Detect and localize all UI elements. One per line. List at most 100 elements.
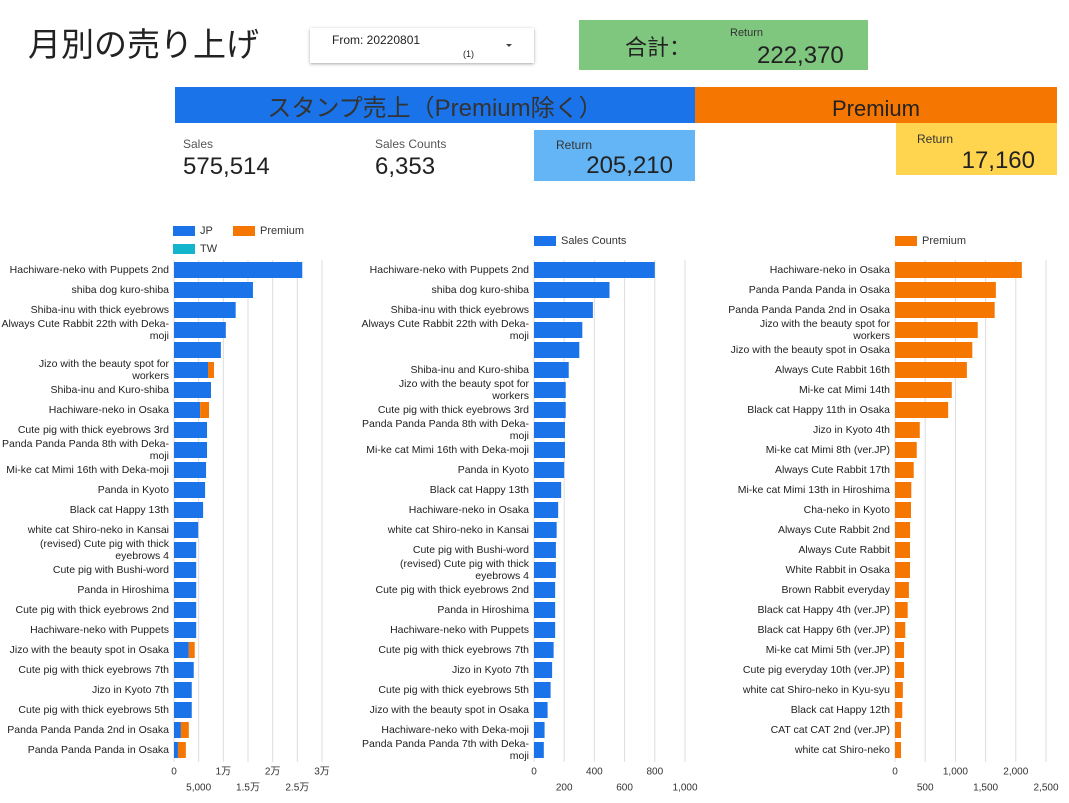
bar [534, 522, 557, 538]
page-title: 月別の売り上げ [28, 26, 259, 63]
legend-label: Premium [260, 225, 304, 237]
category-label: Cute pig with thick eyebrows 7th [18, 664, 169, 676]
category-label: Panda in Hiroshima [437, 604, 529, 616]
x-tick-label: 2,500 [1033, 783, 1058, 794]
scorecard-value: 17,160 [961, 147, 1035, 174]
bar [895, 642, 905, 658]
category-label: Mi-ke cat Mimi 13th in Hiroshima [737, 484, 890, 496]
section-header: スタンプ売上（Premium除く） [175, 87, 695, 123]
bar [895, 302, 995, 318]
bar [174, 562, 197, 578]
x-tick-label: 600 [616, 783, 633, 794]
bar [895, 522, 911, 538]
category-label: Shiba-inu and Kuro-shiba [410, 364, 530, 376]
x-tick-label: 200 [556, 783, 573, 794]
legend-swatch [895, 236, 917, 246]
x-tick-label: 0 [892, 767, 898, 778]
category-label: Black cat Happy 13th [69, 504, 169, 516]
category-label: Jizo with the beauty spot in Osaka [9, 644, 169, 656]
bar [895, 262, 1022, 278]
filter-count: (1) [463, 49, 474, 59]
x-tick-label: 2,000 [1003, 767, 1028, 778]
bar [534, 622, 556, 638]
total-value: 222,370 [757, 42, 844, 69]
category-label: Hachiware-neko with Puppets [390, 624, 529, 636]
bar [174, 322, 226, 338]
category-label: Cute pig with thick eyebrows 5th [378, 684, 529, 696]
bar [895, 502, 912, 518]
bar [174, 542, 197, 558]
category-label: Panda in Hiroshima [77, 584, 169, 596]
bar [895, 462, 914, 478]
bar [895, 682, 903, 698]
category-label: Hachiware-neko in Osaka [48, 404, 169, 416]
bar [174, 682, 192, 698]
category-label: Always Cute Rabbit 16th [775, 364, 890, 376]
category-label: Cute pig with thick eyebrows 7th [378, 644, 529, 656]
category-label: Panda Panda Panda 8th with Deka-moji [2, 438, 169, 462]
x-tick-label: 800 [646, 767, 663, 778]
category-label: Mi-ke cat Mimi 5th (ver.JP) [765, 644, 890, 656]
bar [174, 622, 197, 638]
bar [534, 602, 556, 618]
x-tick-label: 400 [586, 767, 603, 778]
bar [174, 422, 208, 438]
category-label: Jizo in Kyoto 4th [812, 424, 890, 436]
bar [895, 442, 917, 458]
bar [188, 642, 195, 658]
bar [534, 462, 565, 478]
date-filter[interactable]: From: 20220801 (1) [310, 28, 534, 63]
category-label: Panda Panda Panda 2nd in Osaka [728, 304, 890, 316]
category-label: shiba dog kuro-shiba [431, 284, 529, 296]
scorecard-value: 205,210 [586, 152, 673, 179]
category-label: Black cat Happy 13th [429, 484, 529, 496]
bar [895, 542, 910, 558]
x-tick-label: 2.5万 [285, 783, 309, 794]
bar [895, 582, 909, 598]
scorecard-label: Return [917, 132, 954, 146]
category-label: white cat Shiro-neko in Kansai [27, 524, 169, 536]
x-tick-label: 5,000 [186, 783, 211, 794]
scorecard-label: Sales Counts [375, 137, 447, 151]
category-label: Jizo in Kyoto 7th [451, 664, 529, 676]
scorecard-value: 575,514 [183, 153, 270, 180]
legend-label: Premium [922, 235, 966, 247]
category-label: CAT cat CAT 2nd (ver.JP) [770, 724, 890, 736]
bar [174, 462, 207, 478]
category-label: Panda Panda Panda 8th with Deka-moji [362, 418, 529, 442]
category-label: Cute pig with thick eyebrows 2nd [375, 584, 530, 596]
x-tick-label: 1万 [216, 767, 232, 778]
bar [174, 302, 236, 318]
dropdown-arrow [506, 44, 512, 47]
category-label: Cha-neko in Kyoto [803, 504, 890, 516]
bar [895, 402, 949, 418]
bar [534, 682, 551, 698]
total-card: 合計： Return 222,370 [579, 20, 868, 70]
x-tick-label: 1.5万 [236, 783, 260, 794]
x-tick-label: 3万 [314, 767, 330, 778]
category-label: Black cat Happy 6th (ver.JP) [757, 624, 890, 636]
category-label: (revised) Cute pig with thick eyebrows 4 [400, 558, 529, 582]
bar [534, 382, 566, 398]
bar [208, 362, 214, 378]
bar [534, 302, 593, 318]
legend-label: Sales Counts [561, 235, 627, 247]
category-label: white cat Shiro-neko in Kansai [387, 524, 529, 536]
legend-swatch [534, 236, 556, 246]
legend-label: TW [200, 243, 218, 255]
bar [534, 482, 562, 498]
x-tick-label: 2万 [265, 767, 281, 778]
x-tick-label: 1,000 [672, 783, 697, 794]
bar [534, 562, 556, 578]
bar [534, 702, 548, 718]
category-label: Cute pig with Bushi-word [52, 564, 169, 576]
category-label: Hachiware-neko with Puppets 2nd [9, 264, 169, 276]
category-label: Shiba-inu with thick eyebrows [390, 304, 529, 316]
category-label: Panda Panda Panda in Osaka [27, 744, 169, 756]
bar [895, 362, 967, 378]
return-card: Return 17,160 [896, 123, 1057, 175]
category-label: Cute pig with Bushi-word [412, 544, 529, 556]
bar [895, 702, 903, 718]
